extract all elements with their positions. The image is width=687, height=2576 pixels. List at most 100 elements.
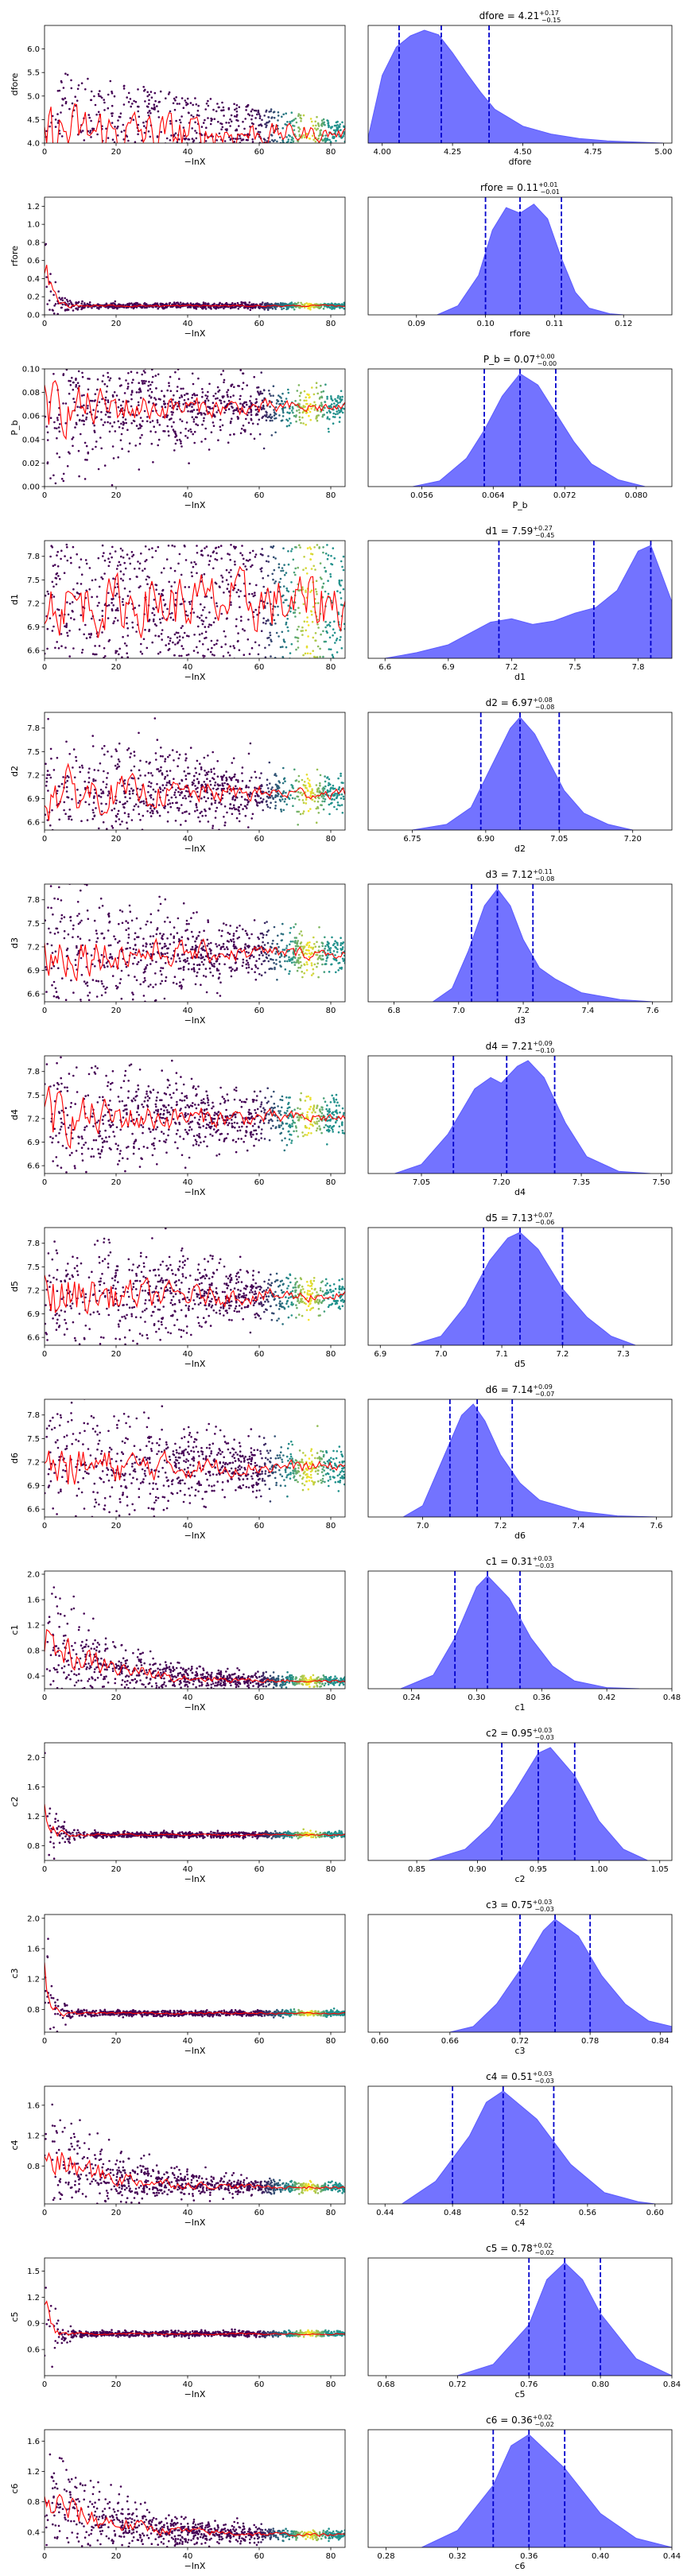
posterior-xtick-label: 0.44 — [663, 2552, 681, 2561]
trace-line-c4 — [45, 2151, 345, 2190]
trace-ytick-label: 1.2 — [27, 203, 40, 211]
trace-line-d2 — [45, 762, 345, 821]
trace-xtick-label: 40 — [183, 663, 193, 672]
trace-plot-c1: 0 20 40 60 80 −lnX 0.4 0.8 1.2 1.6 2.0 c1 — [10, 1571, 346, 1713]
trace-ytick-label: 6.0 — [27, 45, 40, 54]
trace-ylabel: d4 — [10, 1109, 20, 1120]
posterior-xtick-label: 0.28 — [377, 2552, 394, 2561]
trace-ytick-label: 0.4 — [27, 1673, 40, 1682]
trace-xtick-label: 20 — [111, 2209, 122, 2217]
trace-ytick-label: 4.5 — [27, 116, 40, 125]
posterior-plot-dfore: 4.00 4.25 4.50 4.75 5.00 dfore dfore = 4.21+0.… — [367, 10, 673, 167]
trace-samples-d4 — [45, 1056, 345, 1174]
posterior-xtick-label: 7.1 — [495, 1350, 508, 1359]
trace-ylabel: c1 — [10, 1624, 20, 1635]
trace-frame-c2 — [44, 1742, 346, 1861]
trace-ytick-label: 1.6 — [27, 2438, 40, 2446]
trace-line-c3 — [45, 1962, 345, 2017]
posterior-xtick-label: 0.68 — [377, 2380, 394, 2389]
trace-frame-P_b — [44, 368, 346, 487]
title-main: dfore = 4.21 — [479, 10, 540, 21]
trace-ytick-label: 1.0 — [27, 221, 40, 230]
posterior-xlabel: d6 — [514, 1530, 526, 1541]
trace-line-d5 — [45, 1274, 345, 1315]
trace-xtick-label: 40 — [183, 1693, 193, 1702]
trace-ytick-label: 7.8 — [27, 896, 40, 905]
trace-xtick-label: 20 — [111, 1522, 122, 1530]
posterior-title-c4: c4 = 0.51+0.03 −0.03 — [486, 2070, 554, 2085]
trace-xtick-label: 0 — [42, 1178, 47, 1187]
posterior-title-P_b: P_b = 0.07+0.00 −0.00 — [483, 353, 557, 367]
title-minus: −0.10 — [535, 1047, 555, 1054]
trace-ytick-label: 6.6 — [27, 819, 40, 828]
posterior-xtick-label: 0.056 — [410, 491, 433, 500]
trace-ytick-label: 1.2 — [27, 2468, 40, 2477]
trace-xtick-label: 80 — [326, 491, 336, 500]
posterior-xlabel: dfore — [509, 157, 532, 167]
posterior-xtick-label: 5.00 — [654, 148, 672, 157]
trace-xtick-label: 20 — [111, 1693, 122, 1702]
trace-xtick-label: 0 — [42, 2037, 47, 2046]
trace-xtick-label: 60 — [254, 1007, 265, 1015]
posterior-density-c3 — [449, 1918, 672, 2032]
posterior-xtick-label: 7.2 — [505, 663, 518, 672]
trace-xtick-label: 20 — [111, 2037, 122, 2046]
title-minus: −0.08 — [535, 704, 555, 711]
trace-ytick-label: 7.5 — [27, 748, 40, 757]
trace-xtick-label: 80 — [326, 2380, 336, 2389]
trace-ytick-label: 7.5 — [27, 1092, 40, 1100]
posterior-xtick-label: 0.72 — [448, 2380, 466, 2389]
trace-xlabel: −lnX — [184, 2046, 206, 2056]
trace-xtick-label: 80 — [326, 2037, 336, 2046]
trace-xtick-label: 40 — [183, 320, 193, 328]
trace-ytick-label: 6.6 — [27, 647, 40, 656]
trace-xlabel: −lnX — [184, 1874, 206, 1884]
posterior-frame-P_b — [367, 368, 673, 487]
trace-samples-d2 — [45, 717, 345, 830]
trace-xlabel: −lnX — [184, 1187, 206, 1197]
trace-xtick-label: 80 — [326, 1693, 336, 1702]
posterior-xtick-label: 0.95 — [530, 1865, 547, 1874]
title-plus: +0.03 — [533, 1899, 553, 1906]
trace-ylabel: P_b — [10, 420, 20, 435]
title-minus: −0.02 — [534, 2249, 554, 2256]
title-main: d5 = 7.13 — [486, 1212, 534, 1224]
trace-line-c1 — [45, 1628, 345, 1683]
trace-xtick-label: 40 — [183, 2209, 193, 2217]
trace-xlabel: −lnX — [184, 2389, 206, 2399]
trace-ytick-label: 6.9 — [27, 1482, 40, 1491]
posterior-xtick-label: 6.9 — [442, 663, 455, 672]
trace-xlabel: −lnX — [184, 1702, 206, 1713]
posterior-plot-c5: 0.68 0.72 0.76 0.80 0.84 c5 c5 = 0.78+0.02 −0.0… — [367, 2242, 681, 2399]
trace-plot-d4: 0 20 40 60 80 −lnX 6.6 6.9 7.2 7.5 7.8 d4 — [10, 1055, 346, 1197]
trace-xtick-label: 80 — [326, 835, 336, 844]
title-main: c5 = 0.78 — [486, 2243, 533, 2254]
trace-samples-rfore — [45, 242, 345, 315]
posterior-xtick-label: 0.42 — [598, 1693, 615, 1702]
posterior-plot-c3: 0.60 0.66 0.72 0.78 0.84 c3 c3 = 0.75+0.03 −0.0… — [367, 1899, 673, 2056]
trace-xtick-label: 60 — [254, 2209, 265, 2217]
trace-xtick-label: 20 — [111, 835, 122, 844]
title-minus: −0.03 — [534, 2077, 554, 2085]
posterior-xtick-label: 0.60 — [371, 2037, 389, 2046]
posterior-xtick-label: 6.90 — [477, 835, 495, 844]
posterior-xlabel: d2 — [514, 844, 526, 854]
title-main: c1 = 0.31 — [486, 1556, 533, 1567]
title-plus: +0.07 — [533, 1212, 553, 1219]
trace-line-rfore — [45, 264, 345, 308]
posterior-xtick-label: 0.24 — [402, 1693, 420, 1702]
trace-xtick-label: 80 — [326, 2209, 336, 2217]
trace-ytick-label: 7.8 — [27, 1068, 40, 1077]
title-minus: −0.03 — [534, 1906, 554, 1913]
trace-ytick-label: 7.2 — [27, 599, 40, 608]
trace-ytick-label: 0.9 — [27, 2320, 40, 2329]
trace-xtick-label: 60 — [254, 835, 265, 844]
trace-xtick-label: 80 — [326, 1350, 336, 1359]
posterior-xtick-label: 7.50 — [652, 1178, 670, 1187]
title-minus: −0.03 — [534, 1734, 554, 1741]
trace-ytick-label: 7.5 — [27, 920, 40, 929]
trace-ytick-label: 7.8 — [27, 724, 40, 733]
trace-xtick-label: 20 — [111, 491, 122, 500]
